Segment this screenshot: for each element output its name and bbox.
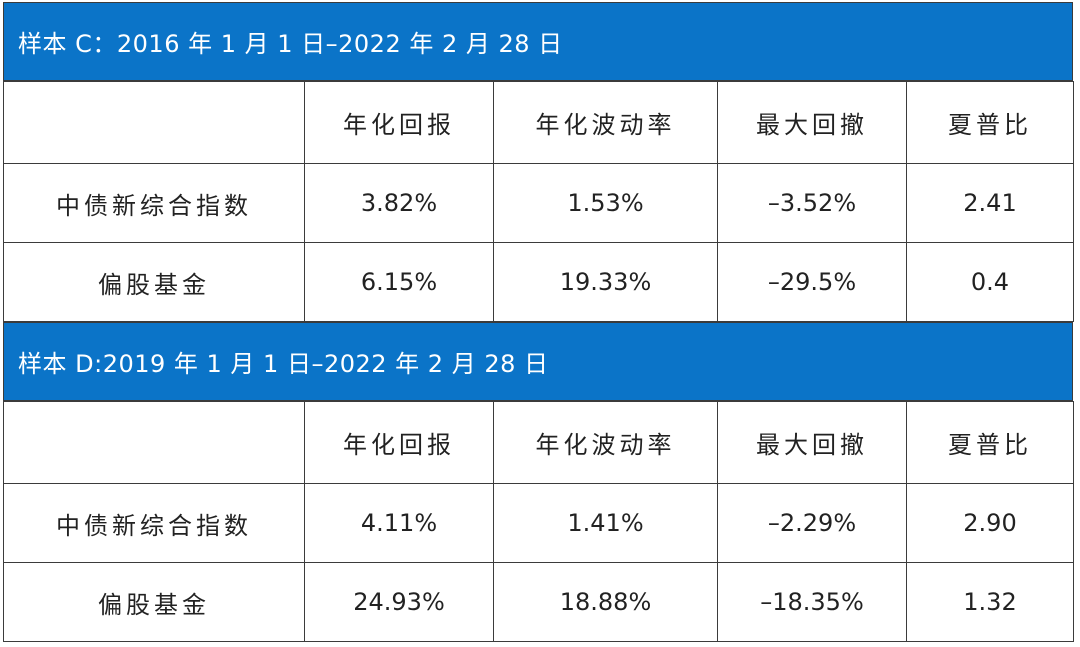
cell-annual-volatility: 18.88%	[493, 562, 718, 642]
cell-sharpe-ratio: 1.32	[906, 562, 1074, 642]
row-label: 中债新综合指数	[3, 483, 305, 563]
cell-sharpe-ratio: 0.4	[906, 242, 1074, 322]
section-c-header: 样本 C：2016 年 1 月 1 日–2022 年 2 月 28 日	[3, 2, 1073, 81]
column-header-annual-volatility: 年化波动率	[493, 401, 718, 484]
cell-max-drawdown: –3.52%	[717, 163, 907, 243]
table-row: 中债新综合指数 3.82% 1.53% –3.52% 2.41	[3, 163, 1074, 243]
row-label: 偏股基金	[3, 562, 305, 642]
cell-annual-return: 6.15%	[304, 242, 494, 322]
section-d-title: 样本 D:2019 年 1 月 1 日–2022 年 2 月 28 日	[18, 350, 549, 378]
column-header-annual-return: 年化回报	[304, 401, 494, 484]
section-c-table: 年化回报 年化波动率 最大回撤 夏普比 中债新综合指数 3.82% 1.53% …	[3, 81, 1074, 322]
cell-max-drawdown: –18.35%	[717, 562, 907, 642]
column-header-empty	[3, 81, 305, 164]
cell-max-drawdown: –2.29%	[717, 483, 907, 563]
table-row: 偏股基金 24.93% 18.88% –18.35% 1.32	[3, 562, 1074, 642]
cell-annual-volatility: 1.53%	[493, 163, 718, 243]
section-c-title: 样本 C：2016 年 1 月 1 日–2022 年 2 月 28 日	[18, 30, 563, 58]
table-row: 中债新综合指数 4.11% 1.41% –2.29% 2.90	[3, 483, 1074, 563]
column-header-sharpe-ratio: 夏普比	[906, 81, 1074, 164]
cell-max-drawdown: –29.5%	[717, 242, 907, 322]
column-header-max-drawdown: 最大回撤	[717, 401, 907, 484]
cell-annual-return: 24.93%	[304, 562, 494, 642]
cell-sharpe-ratio: 2.90	[906, 483, 1074, 563]
column-header-empty	[3, 401, 305, 484]
cell-annual-return: 3.82%	[304, 163, 494, 243]
column-header-max-drawdown: 最大回撤	[717, 81, 907, 164]
column-header-row: 年化回报 年化波动率 最大回撤 夏普比	[3, 81, 1074, 164]
column-header-sharpe-ratio: 夏普比	[906, 401, 1074, 484]
row-label: 中债新综合指数	[3, 163, 305, 243]
column-header-annual-volatility: 年化波动率	[493, 81, 718, 164]
cell-sharpe-ratio: 2.41	[906, 163, 1074, 243]
section-d-header: 样本 D:2019 年 1 月 1 日–2022 年 2 月 28 日	[3, 322, 1073, 401]
table-row: 偏股基金 6.15% 19.33% –29.5% 0.4	[3, 242, 1074, 322]
section-d-table: 年化回报 年化波动率 最大回撤 夏普比 中债新综合指数 4.11% 1.41% …	[3, 401, 1074, 642]
row-label: 偏股基金	[3, 242, 305, 322]
cell-annual-volatility: 1.41%	[493, 483, 718, 563]
comparison-table-container: 样本 C：2016 年 1 月 1 日–2022 年 2 月 28 日 年化回报…	[3, 2, 1074, 642]
cell-annual-return: 4.11%	[304, 483, 494, 563]
cell-annual-volatility: 19.33%	[493, 242, 718, 322]
column-header-row: 年化回报 年化波动率 最大回撤 夏普比	[3, 401, 1074, 484]
column-header-annual-return: 年化回报	[304, 81, 494, 164]
